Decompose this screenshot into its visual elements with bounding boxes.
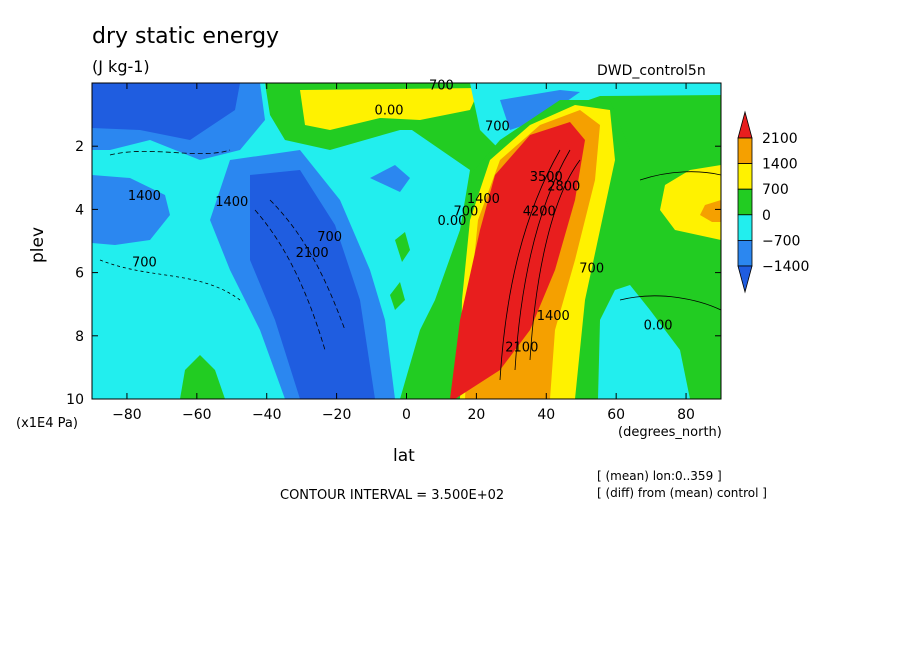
contour-label: 700: [579, 262, 604, 277]
y-tick-label: 4: [75, 202, 84, 218]
colorbar-segment: [737, 214, 753, 241]
contour-line: [269, 199, 346, 331]
contour-label: 4200: [523, 205, 556, 220]
experiment-label: DWD_control5n: [597, 63, 706, 79]
contour-label: 1400: [215, 195, 248, 210]
contour-line: [619, 295, 721, 311]
contour-label: 2100: [505, 341, 538, 356]
y-tick-label: 6: [75, 266, 84, 282]
y-axis-units: (x1E4 Pa): [16, 416, 78, 431]
colorbar-label: −1400: [762, 259, 809, 275]
zone-green-eq1: [395, 232, 410, 262]
contour-label: 700: [429, 78, 454, 93]
x-tick-label: −40: [252, 407, 282, 423]
colorbar-segment: [737, 163, 753, 190]
contour-line: [99, 259, 241, 301]
zone-yellow-top: [300, 88, 480, 130]
note-diff: [ (diff) from (mean) control ]: [597, 486, 767, 500]
contour-label: 1400: [537, 309, 570, 324]
x-tick-label: 60: [607, 407, 625, 423]
colorbar-label: 2100: [762, 131, 798, 147]
contour-label: 700: [453, 205, 478, 220]
x-tick-label: 20: [467, 407, 485, 423]
zone-blue-west: [92, 175, 170, 245]
contour-line: [529, 159, 581, 361]
y-axis: 2 4 6 8 10: [66, 139, 721, 408]
contour-fills: [92, 83, 721, 399]
zone-deep-blue-midlat: [250, 170, 375, 399]
x-axis-label: lat: [393, 446, 415, 466]
y-tick-label: 2: [75, 139, 84, 155]
zone-green-eq2: [390, 282, 405, 310]
x-tick-label: 40: [537, 407, 555, 423]
chart-title: dry static energy: [92, 24, 280, 49]
x-tick-label: −80: [112, 407, 142, 423]
x-tick-label: −20: [322, 407, 352, 423]
colorbar-label: 0: [762, 208, 771, 224]
colorbar-segment: [737, 188, 753, 216]
note-mean-lon: [ (mean) lon:0..359 ]: [597, 469, 722, 483]
contour-line: [109, 149, 231, 156]
zone-blue-equator: [370, 165, 410, 192]
zone-orange-east: [700, 200, 721, 222]
x-axis-units: (degrees_north): [618, 425, 722, 440]
contour-label: 0.00: [375, 104, 404, 119]
contour-label: 0.00: [644, 318, 673, 333]
y-tick-label: 8: [75, 329, 84, 345]
contour-interval-text: CONTOUR INTERVAL = 3.500E+02: [280, 488, 505, 503]
contour-label: 1400: [128, 189, 161, 204]
colorbar: 2100 1400 700 0 −700 −1400: [737, 110, 809, 294]
contour-label: 3500: [530, 170, 563, 185]
colorbar-segment: [737, 265, 753, 294]
x-tick-label: −60: [182, 407, 212, 423]
zone-below-neg1400-top: [92, 83, 240, 140]
contour-label: 700: [317, 230, 342, 245]
contour-line: [514, 149, 571, 371]
zone-lightblue-se: [598, 285, 690, 399]
contour-label: 700: [132, 255, 157, 270]
zone-yellow-east: [660, 165, 721, 240]
contour-line: [254, 209, 326, 351]
colorbar-label: 700: [762, 182, 789, 198]
colorbar-label: −700: [762, 233, 800, 249]
contour-label: 700: [485, 119, 510, 134]
chart-units: (J kg-1): [92, 57, 150, 76]
x-tick-label: 0: [402, 407, 411, 423]
contour-line: [639, 171, 721, 181]
y-tick-label: 10: [66, 392, 84, 408]
colorbar-label: 1400: [762, 157, 798, 173]
contour-line: [499, 149, 561, 381]
contour-lines: [99, 149, 721, 381]
contour-label: 0.00: [437, 214, 466, 229]
colorbar-segment: [737, 137, 753, 165]
zone-green-south: [180, 355, 225, 399]
zone-red-plume: [450, 122, 585, 399]
contour-label: 2800: [547, 179, 580, 194]
contour-label: 2100: [296, 246, 329, 261]
x-tick-label: 80: [677, 407, 695, 423]
colorbar-segment: [737, 110, 753, 139]
x-axis: −80 −60 −40 −20 0 20 40 60 80: [112, 83, 695, 423]
contour-label: 1400: [467, 192, 500, 207]
colorbar-segment: [737, 239, 753, 267]
y-axis-label: plev: [28, 226, 48, 263]
